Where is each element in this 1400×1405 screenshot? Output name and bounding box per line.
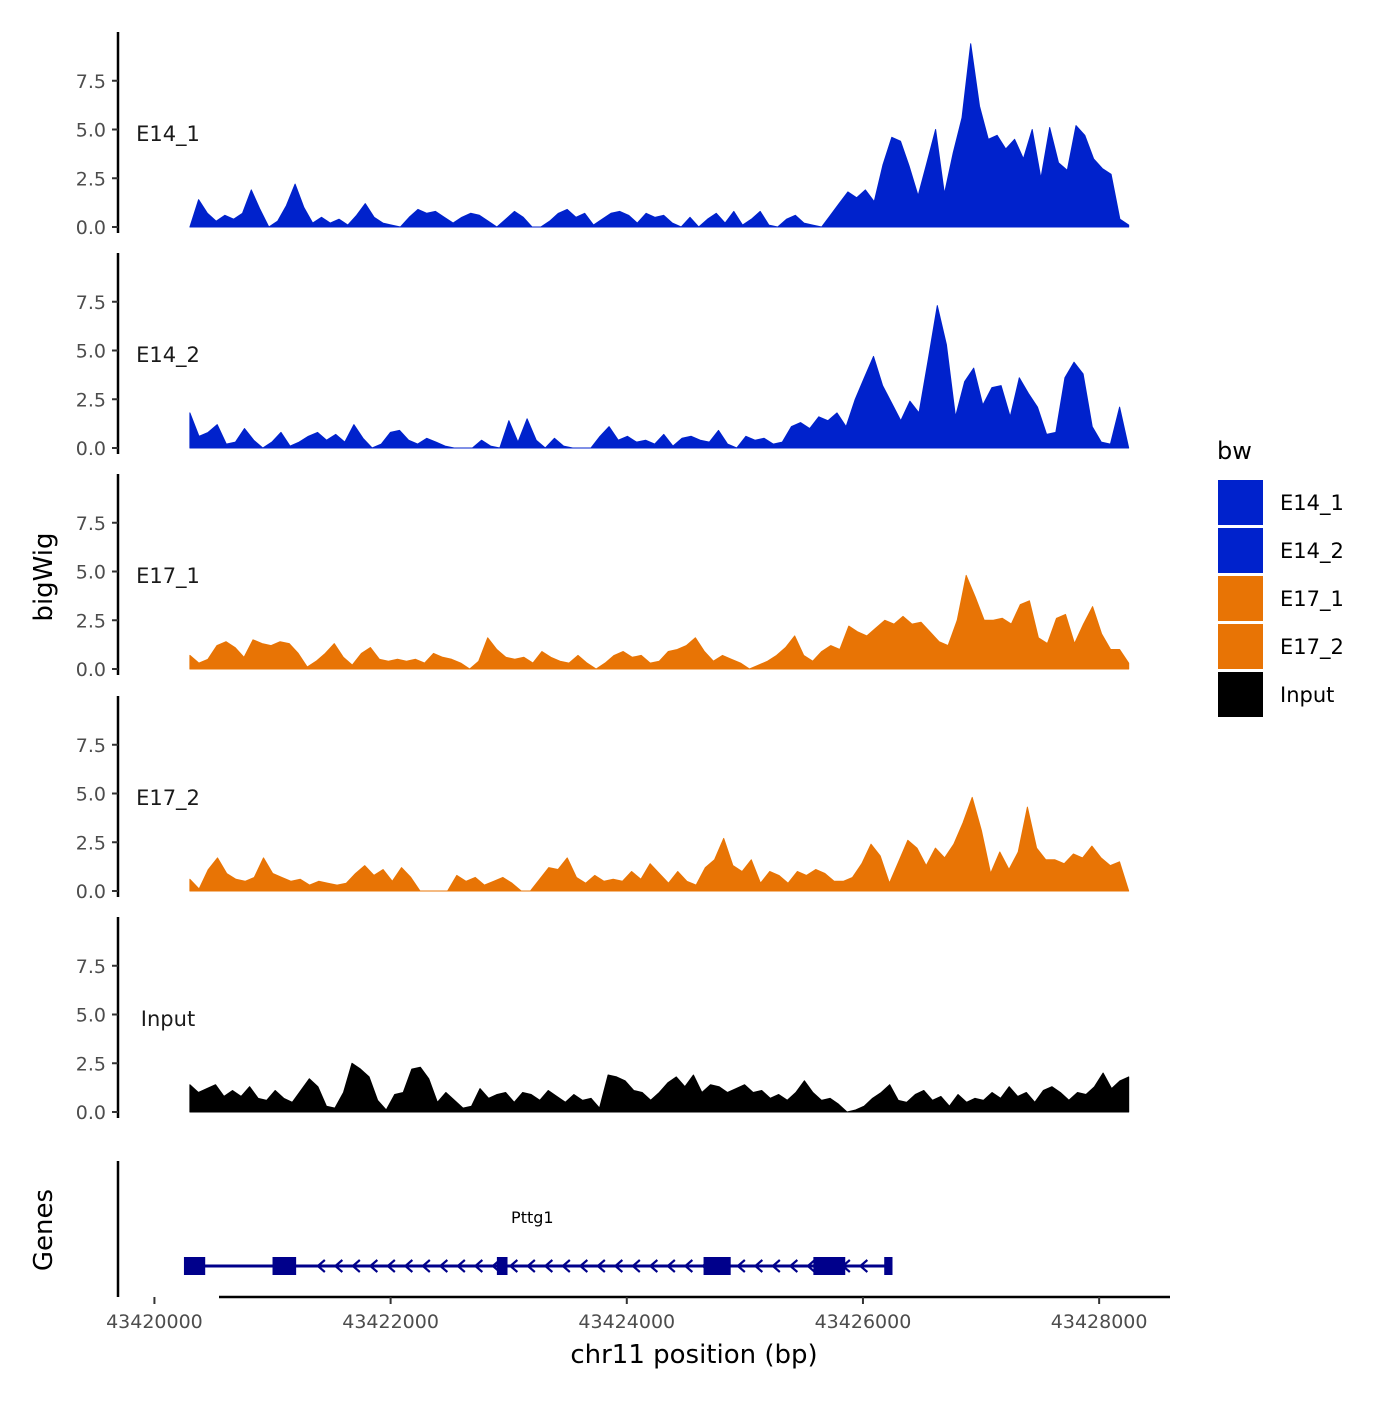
panel-label-E14_1: E14_1 [136,122,200,147]
gene-exon-0-1 [272,1257,297,1275]
strand-chevron [316,1259,326,1273]
panel-label-E17_1: E17_1 [136,564,200,589]
legend-key-E17_2 [1218,624,1263,669]
y-tick-label-E17_1-5.0: 5.0 [76,562,106,584]
y-tick-label-E17_1-2.5: 2.5 [76,610,106,632]
strand-chevron [858,1259,869,1273]
strand-chevron [508,1259,519,1273]
y-tick-label-Input-2.5: 2.5 [76,1053,106,1075]
legend-key-Input [1218,672,1263,717]
panel-label-E17_2: E17_2 [136,786,200,811]
signal-area-E14_2 [189,305,1130,449]
signal-area-E14_1 [189,43,1130,228]
strand-chevron [596,1259,606,1273]
y-tick-label-E14_2-0.0: 0.0 [76,438,106,460]
legend-key-E17_1 [1218,576,1263,621]
gene-exon-0-0 [183,1257,206,1275]
strand-chevron [368,1259,379,1273]
strand-chevron [351,1259,361,1273]
strand-chevron [666,1259,676,1273]
strand-chevron [613,1259,624,1273]
y-tick-label-E14_2-5.0: 5.0 [76,341,106,363]
y-tick-label-Input-0.0: 0.0 [76,1102,106,1124]
strand-chevron [806,1259,816,1273]
strand-chevron [771,1259,781,1273]
y-tick-label-E14_1-5.0: 5.0 [76,120,106,142]
panel-label-E14_2: E14_2 [136,343,200,368]
y-tick-label-E17_2-2.5: 2.5 [76,832,106,854]
strand-chevron [736,1259,746,1273]
legend-label-E14_1: E14_1 [1280,491,1344,516]
gene-exon-1-0 [703,1257,731,1275]
x-tick-label-43422000: 43422000 [342,1311,439,1333]
signal-area-Input [189,1062,1130,1113]
strand-chevron [788,1259,799,1273]
x-tick-label-43420000: 43420000 [106,1311,203,1333]
legend-label-E14_2: E14_2 [1280,539,1344,564]
x-tick-label-43426000: 43426000 [815,1311,912,1333]
y-tick-label-Input-5.0: 5.0 [76,1005,106,1027]
y-tick-label-E14_2-7.5: 7.5 [76,292,106,314]
y-tick-label-E17_2-7.5: 7.5 [76,735,106,757]
y-tick-label-E14_2-2.5: 2.5 [76,389,106,411]
strand-chevron [561,1259,571,1273]
y-tick-label-Input-7.5: 7.5 [76,956,106,978]
strand-chevron [683,1259,694,1273]
gene-name-label: Pttg1 [511,1208,554,1227]
legend-label-E17_2: E17_2 [1280,635,1344,660]
strand-chevron [403,1259,414,1273]
strand-chevron [631,1259,641,1273]
gene-exon-1-1 [813,1257,846,1275]
x-tick-label-43428000: 43428000 [1051,1311,1148,1333]
strand-chevron [648,1259,659,1273]
strand-chevron [578,1259,589,1273]
strand-chevron [526,1259,536,1273]
strand-chevron [333,1259,344,1273]
gene-exon-1-2 [884,1257,893,1275]
strand-chevron [456,1259,466,1273]
panel-label-Input: Input [141,1007,195,1031]
x-tick-label-43424000: 43424000 [578,1311,675,1333]
gene-exon-0-2 [496,1257,508,1275]
strand-chevron [753,1259,764,1273]
signal-area-E17_1 [189,574,1130,670]
strand-chevron [421,1259,431,1273]
y-tick-label-E17_1-0.0: 0.0 [76,659,106,681]
y-tick-label-E14_1-7.5: 7.5 [76,71,106,93]
y-tick-label-E17_2-0.0: 0.0 [76,881,106,903]
strand-chevron [438,1259,449,1273]
strand-chevron [543,1259,554,1273]
strand-chevron [386,1259,396,1273]
signal-area-E17_2 [189,796,1130,892]
legend-title: bw [1217,437,1252,465]
strand-chevron [473,1259,484,1273]
gene-track-label: Genes [29,1189,59,1271]
y-tick-label-E17_1-7.5: 7.5 [76,513,106,535]
legend-label-Input: Input [1280,683,1334,707]
y-tick-label-E14_1-2.5: 2.5 [76,168,106,190]
legend-key-E14_1 [1218,480,1263,525]
y-tick-label-E17_2-5.0: 5.0 [76,784,106,806]
y-tick-label-E14_1-0.0: 0.0 [76,217,106,239]
legend-key-E14_2 [1218,528,1263,573]
y-axis-title: bigWig [29,532,59,621]
legend-label-E17_1: E17_1 [1280,587,1344,612]
x-axis-title: chr11 position (bp) [570,1340,817,1370]
